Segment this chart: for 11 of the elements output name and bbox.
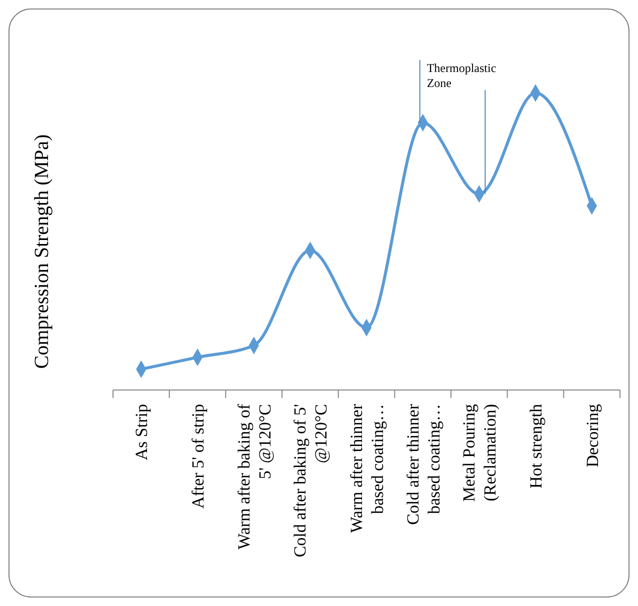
x-tick-label: Cold after thinner based coating… [403,404,444,525]
x-tick-label: As Strip [132,404,152,460]
y-axis-title: Compression Strength (MPa) [31,134,53,369]
x-tick-label: Metal Pouring (Reclamation) [460,404,500,502]
x-tick-label: Warm after baking of 5' @120°C [234,404,274,550]
annotation: Thermoplastic Zone [426,61,496,90]
x-tick-label: Warm after thinner based coating… [347,404,387,533]
x-tick-label: Cold after baking of 5' @120°C [290,404,331,558]
x-tick-label: Decoring [582,404,602,468]
x-tick-label: Hot strength [526,404,546,489]
x-tick-label: After 5' of strip [188,404,208,509]
